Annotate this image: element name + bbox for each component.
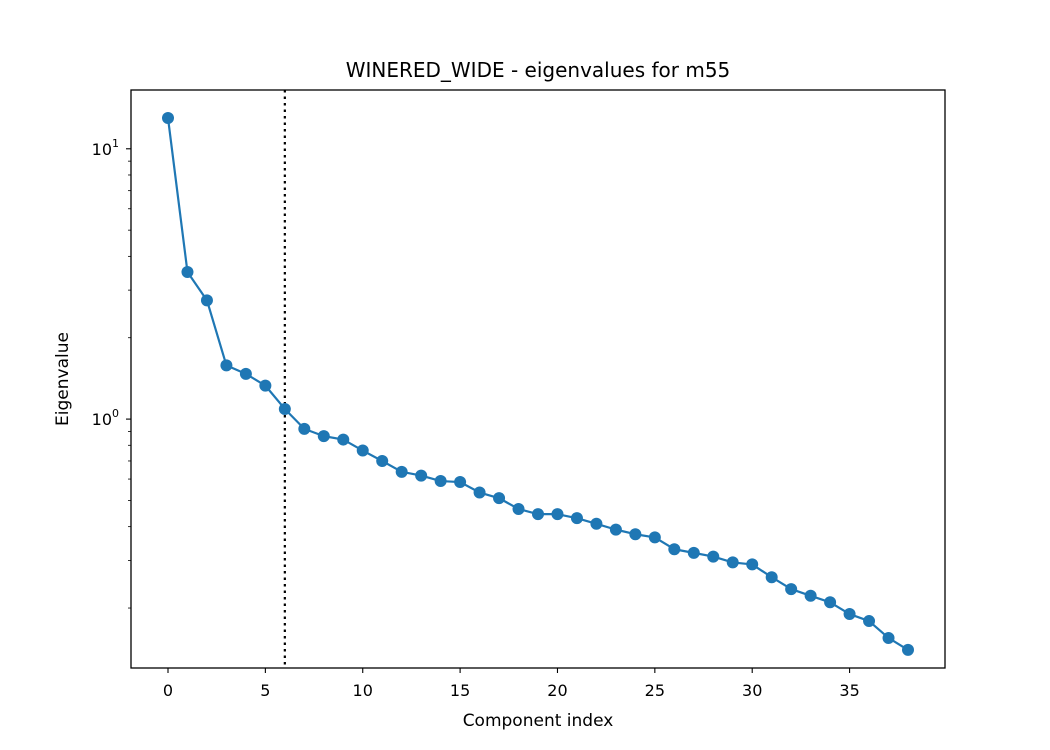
data-point bbox=[882, 631, 895, 644]
data-point bbox=[220, 359, 233, 372]
data-point bbox=[259, 379, 272, 392]
y-tick-label: 101 bbox=[92, 137, 119, 159]
x-tick-label: 5 bbox=[260, 681, 270, 700]
data-point bbox=[356, 444, 369, 457]
x-tick-label: 35 bbox=[839, 681, 859, 700]
data-point bbox=[337, 433, 350, 446]
data-point bbox=[804, 589, 817, 602]
y-tick-label: 100 bbox=[92, 407, 119, 429]
data-point bbox=[902, 643, 914, 656]
series-layer bbox=[162, 111, 914, 656]
data-point bbox=[668, 543, 681, 556]
data-point bbox=[181, 266, 194, 279]
data-point bbox=[629, 528, 642, 541]
plot-area: 0 5 10 15 20 25 30 35 100 101 bbox=[92, 89, 946, 700]
data-point bbox=[493, 492, 506, 505]
x-axis-ticks: 0 5 10 15 20 25 30 35 bbox=[163, 668, 860, 700]
x-tick-label: 0 bbox=[163, 681, 173, 700]
y-axis-ticks: 100 101 bbox=[92, 137, 131, 609]
data-point bbox=[473, 486, 486, 499]
x-axis-label: Component index bbox=[463, 711, 614, 731]
x-tick-label: 25 bbox=[645, 681, 665, 700]
data-point bbox=[454, 476, 467, 489]
data-point bbox=[590, 517, 603, 530]
data-point bbox=[648, 531, 661, 544]
data-point bbox=[843, 608, 856, 621]
data-point bbox=[726, 556, 739, 569]
data-point bbox=[298, 422, 311, 435]
data-point bbox=[512, 502, 525, 515]
data-point bbox=[200, 294, 213, 307]
axes-frame bbox=[130, 89, 946, 669]
x-tick-label: 30 bbox=[742, 681, 762, 700]
x-tick-label: 15 bbox=[450, 681, 470, 700]
x-tick-label: 10 bbox=[353, 681, 373, 700]
x-tick-label: 20 bbox=[547, 681, 567, 700]
data-point bbox=[278, 402, 291, 415]
data-point bbox=[785, 583, 798, 596]
data-point bbox=[824, 596, 837, 609]
data-point bbox=[863, 615, 876, 628]
data-point bbox=[434, 475, 447, 488]
data-point bbox=[609, 523, 622, 536]
data-point bbox=[376, 454, 389, 467]
data-point bbox=[570, 512, 583, 525]
data-point bbox=[317, 430, 330, 443]
chart-title: WINERED_WIDE - eigenvalues for m55 bbox=[346, 58, 731, 82]
data-point bbox=[687, 546, 700, 559]
data-point bbox=[239, 367, 252, 380]
data-point bbox=[532, 508, 544, 521]
data-point bbox=[746, 558, 759, 571]
data-point bbox=[415, 469, 428, 482]
data-point bbox=[707, 550, 720, 563]
y-axis-label: Eigenvalue bbox=[53, 332, 73, 426]
data-point bbox=[765, 571, 778, 584]
data-point bbox=[551, 508, 564, 521]
data-point bbox=[395, 465, 408, 478]
data-point bbox=[162, 111, 174, 124]
